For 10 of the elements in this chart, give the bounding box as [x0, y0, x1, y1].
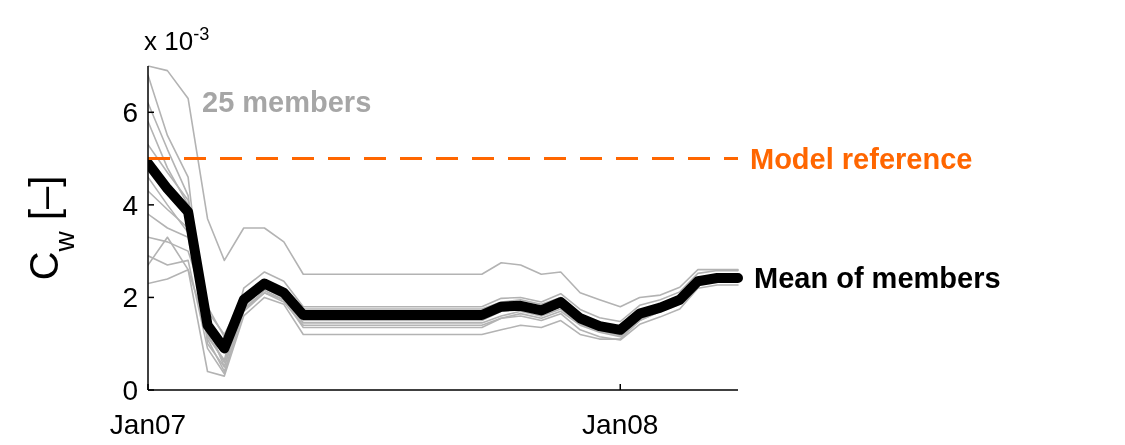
- y-tick-label: 4: [122, 189, 138, 221]
- x-tick-label: Jan07: [109, 409, 187, 440]
- x-tick-label: Jan08: [582, 409, 659, 440]
- y-tick-label: 6: [122, 97, 138, 129]
- ref-line-label: Model reference: [750, 142, 973, 175]
- series-label: Mean of members: [754, 261, 1001, 294]
- text: x 10$^{-3}$: [144, 24, 210, 56]
- y-tick-label: 2: [122, 282, 138, 314]
- annotation: 25 members: [202, 86, 372, 118]
- y-tick-label: 0: [122, 374, 138, 406]
